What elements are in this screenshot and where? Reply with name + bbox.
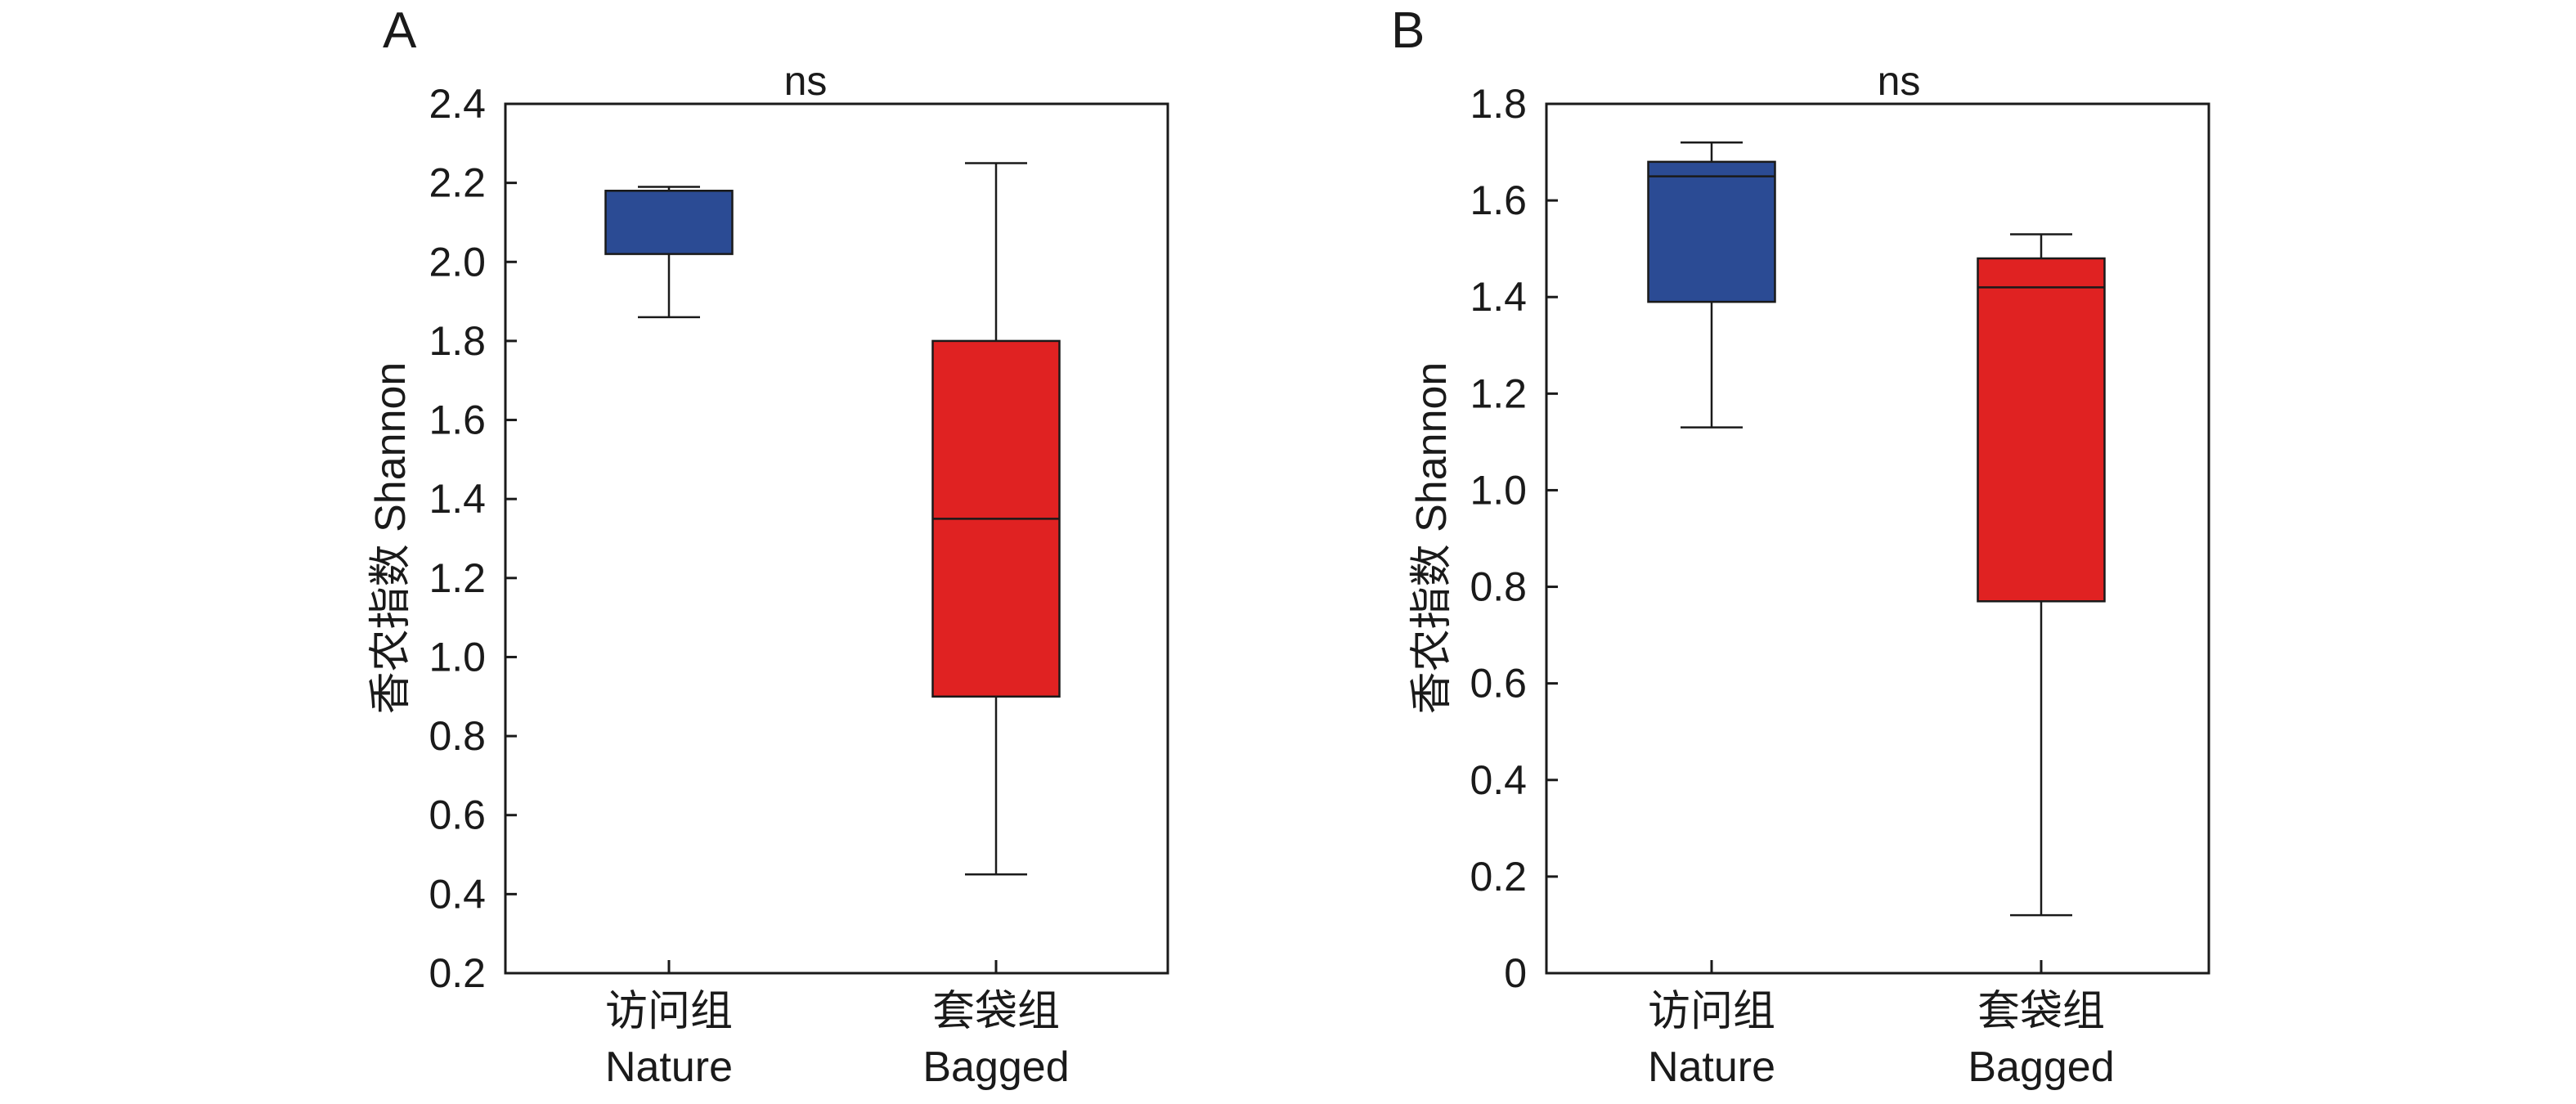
- panel-b-y-tick-label: 1.0: [1470, 467, 1527, 513]
- panel-a-y-tick-label: 0.8: [429, 713, 486, 759]
- panel-a-category-label-en: Nature: [605, 1043, 733, 1091]
- panel-a-category-label-cn: 套袋组: [932, 988, 1060, 1035]
- panel-a-y-tick-label: 1.2: [429, 555, 486, 601]
- panel-b-plot-frame: [1545, 102, 2210, 975]
- panel-letter-b: B: [1391, 2, 1425, 59]
- panel-b-y-tick-label: 1.2: [1470, 370, 1527, 416]
- panel-a-y-tick-label: 0.6: [429, 792, 486, 838]
- panel-a-y-tick-label: 2.2: [429, 160, 486, 206]
- panel-a-y-tick-label: 1.0: [429, 634, 486, 680]
- panel-a-y-tick-label: 1.6: [429, 397, 486, 443]
- panel-b-y-tick-label: 0.2: [1470, 854, 1527, 900]
- panel-a-y-tick-label: 0.2: [429, 950, 486, 996]
- panel-b-y-axis-title: 香农指数 Shannon: [1408, 362, 1456, 715]
- panel-a-y-tick-label: 1.4: [429, 476, 486, 522]
- panel-b-category-label-cn: 访问组: [1648, 988, 1775, 1035]
- panel-b-y-tick-label: 0.4: [1470, 757, 1527, 803]
- panel-a-y-tick-label: 2.4: [429, 81, 486, 127]
- panel-b-y-tick-label: 0.6: [1470, 661, 1527, 707]
- panel-b-significance-label: ns: [1878, 58, 1921, 104]
- panel-b-y-tick-label: 0: [1504, 950, 1527, 996]
- panel-b-box-nature: [1647, 160, 1776, 303]
- panel-a-category-label-cn: 访问组: [605, 988, 733, 1035]
- panel-b: B ns 香农指数 Shannon 0 0.2 0.4 0.6 0.8 1.0 1.2 1.4…: [1391, 2, 2210, 1091]
- panel-letter-a: A: [383, 2, 417, 59]
- panel-a-significance-label: ns: [784, 58, 828, 104]
- panel-a: A ns 香农指数 Shannon 0.2 0.4 0.6 0.8 1.0 1.2 1.4 1…: [367, 2, 1169, 1091]
- panel-b-y-tick-label: 1.6: [1470, 177, 1527, 223]
- panel-b-category-label-en: Nature: [1648, 1043, 1775, 1091]
- panel-a-y-tick-label: 1.8: [429, 318, 486, 364]
- panel-a-content: 0.2 0.4 0.6 0.8 1.0 1.2 1.4 1.6 1.8 2.0 2.2 2.4 访问组 N…: [429, 81, 1069, 1091]
- panel-a-category-label-en: Bagged: [922, 1043, 1069, 1091]
- panel-b-y-tick-label: 0.8: [1470, 564, 1527, 610]
- panel-a-y-tick-label: 0.4: [429, 871, 486, 917]
- panel-b-content: 0 0.2 0.4 0.6 0.8 1.0 1.2 1.4 1.6 1.8 访问组 Nature 套袋组…: [1470, 81, 2114, 1091]
- panel-a-box-nature: [604, 190, 734, 255]
- panel-b-category-label-cn: 套袋组: [1977, 988, 2105, 1035]
- panel-b-category-label-en: Bagged: [1968, 1043, 2114, 1091]
- panel-a-y-tick-label: 2.0: [429, 239, 486, 285]
- panel-a-plot-frame: [504, 102, 1169, 975]
- panel-a-y-axis-title: 香农指数 Shannon: [367, 362, 415, 715]
- panel-b-y-tick-label: 1.8: [1470, 81, 1527, 127]
- panel-b-box-bagged: [1977, 257, 2106, 603]
- panel-b-y-tick-label: 1.4: [1470, 274, 1527, 320]
